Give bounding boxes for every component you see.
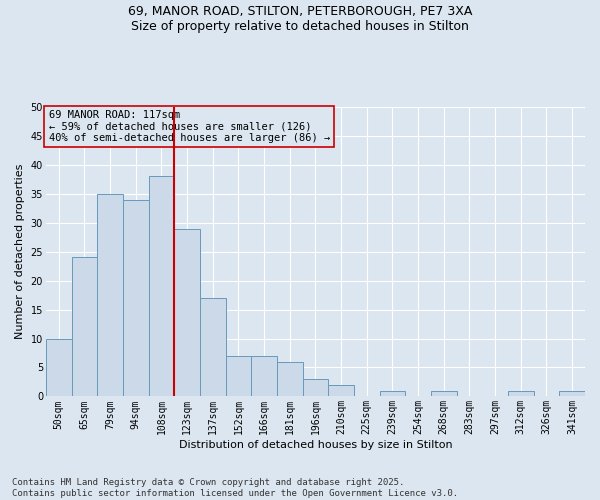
- Bar: [174, 228, 200, 396]
- Bar: [226, 356, 251, 397]
- Bar: [251, 356, 277, 397]
- Bar: [46, 338, 71, 396]
- Bar: [200, 298, 226, 396]
- Y-axis label: Number of detached properties: Number of detached properties: [15, 164, 25, 340]
- Bar: [123, 200, 149, 396]
- Bar: [508, 390, 533, 396]
- Text: 69, MANOR ROAD, STILTON, PETERBOROUGH, PE7 3XA
Size of property relative to deta: 69, MANOR ROAD, STILTON, PETERBOROUGH, P…: [128, 5, 472, 33]
- X-axis label: Distribution of detached houses by size in Stilton: Distribution of detached houses by size …: [179, 440, 452, 450]
- Bar: [149, 176, 174, 396]
- Bar: [559, 390, 585, 396]
- Bar: [328, 385, 354, 396]
- Bar: [97, 194, 123, 396]
- Bar: [277, 362, 302, 396]
- Bar: [380, 390, 405, 396]
- Bar: [431, 390, 457, 396]
- Bar: [302, 379, 328, 396]
- Bar: [71, 258, 97, 396]
- Text: 69 MANOR ROAD: 117sqm
← 59% of detached houses are smaller (126)
40% of semi-det: 69 MANOR ROAD: 117sqm ← 59% of detached …: [49, 110, 330, 143]
- Text: Contains HM Land Registry data © Crown copyright and database right 2025.
Contai: Contains HM Land Registry data © Crown c…: [12, 478, 458, 498]
